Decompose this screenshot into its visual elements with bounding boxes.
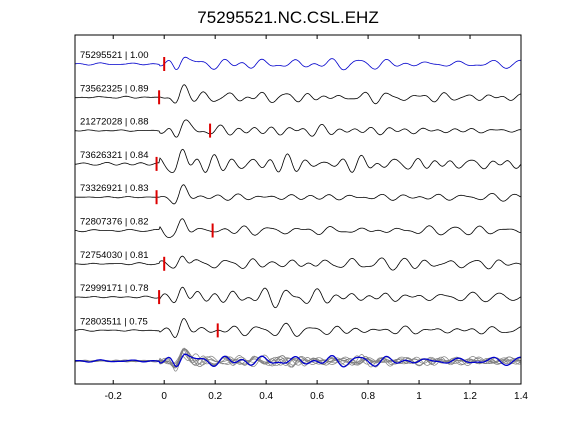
trace-label: 75295521 | 1.00: [80, 50, 149, 61]
x-tick-label: 0.2: [208, 391, 222, 402]
x-tick-label: 0.4: [259, 391, 273, 402]
axes-frame: -0.2 0 0.2 0.4 0.6 0.8 1 1.2 1.4: [74, 34, 528, 402]
trace-label: 73326921 | 0.83: [80, 183, 149, 194]
trace-row: 73626321 | 0.84: [75, 148, 522, 174]
waveform: [74, 218, 522, 238]
trace-label: 72807376 | 0.82: [80, 217, 149, 228]
plot-frame: [74, 34, 522, 385]
trace-row: 72999171 | 0.78: [74, 283, 522, 309]
trace-label: 72803511 | 0.75: [80, 316, 148, 327]
trace-label: 73562325 | 0.89: [80, 83, 149, 94]
trace-row: 72807376 | 0.82: [74, 217, 522, 238]
trace-row: 75295521 | 1.00: [74, 50, 521, 71]
waveform: [75, 148, 522, 174]
trace-label: 72754030 | 0.81: [80, 250, 149, 261]
x-tick-label: 0: [161, 391, 167, 402]
trace-label: 72999171 | 0.78: [80, 283, 149, 294]
x-tick-label: 1.4: [514, 391, 528, 402]
stack-panel: [74, 347, 522, 372]
trace-row: 72754030 | 0.81: [74, 250, 522, 271]
waveform: [74, 318, 522, 339]
x-tick-label: 0.6: [310, 391, 324, 402]
waveform: [74, 286, 522, 309]
traces-layer: 75295521 | 1.00 73562325 | 0.89 21272028 |…: [74, 50, 522, 339]
chart-title: 75295521.NC.CSL.EHZ: [197, 8, 378, 27]
waveform: [75, 184, 522, 205]
trace-label: 73626321 | 0.84: [80, 150, 149, 161]
reference-waveform: [74, 56, 521, 71]
trace-row: 72803511 | 0.75: [74, 316, 522, 339]
x-tick-label: 0.8: [361, 391, 375, 402]
trace-row: 73326921 | 0.83: [75, 183, 522, 205]
trace-row: 73562325 | 0.89: [75, 83, 522, 105]
trace-label: 21272028 | 0.88: [80, 117, 149, 128]
x-tick-label: 1.2: [463, 391, 477, 402]
stack-reference-waveform: [74, 353, 521, 368]
waveform: [74, 119, 521, 138]
trace-row: 21272028 | 0.88: [74, 117, 521, 138]
waveform: [75, 84, 522, 105]
waveform: [74, 255, 522, 271]
x-tick-label: -0.2: [105, 391, 123, 402]
x-tick-label: 1: [416, 391, 422, 402]
